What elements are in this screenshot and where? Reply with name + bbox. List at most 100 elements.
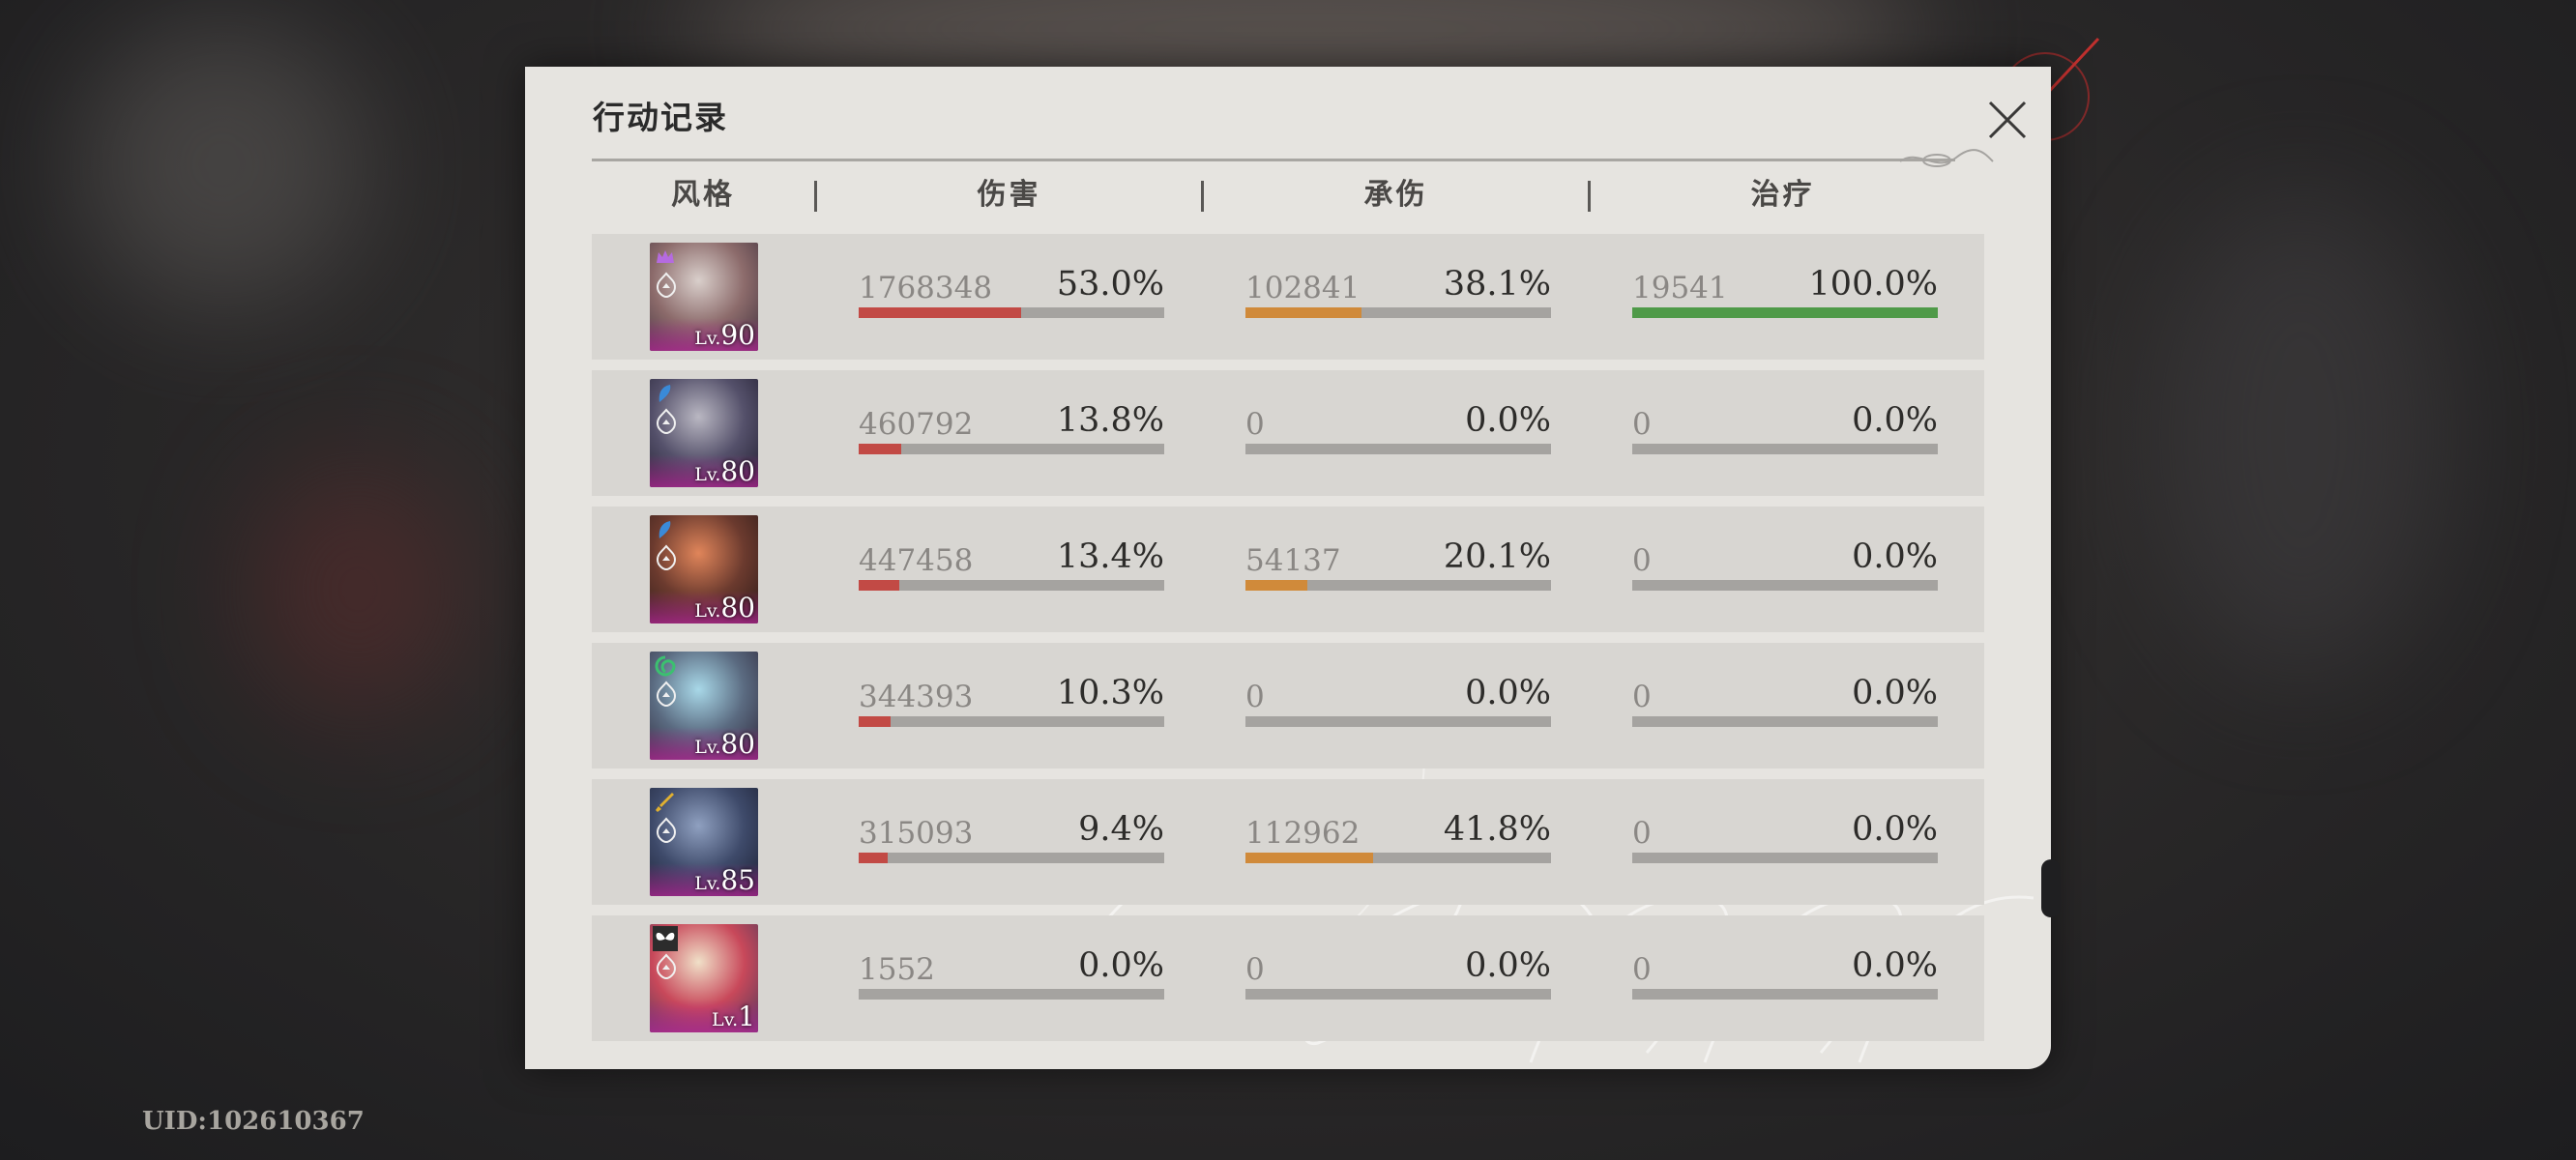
crest-icon (654, 953, 679, 980)
damage-percent: 13.8% (1056, 401, 1164, 440)
level-label: Lv.90 (694, 319, 755, 351)
portrait-gradient (650, 1000, 758, 1032)
damage-value: 1552 (859, 952, 935, 987)
header-healing: 治疗 (1750, 178, 1815, 212)
level-prefix: Lv. (694, 600, 721, 622)
damage-taken-bar-fill (1245, 307, 1362, 318)
character-portrait[interactable]: Lv.90 (650, 243, 758, 351)
level-label: Lv.1 (712, 1000, 755, 1032)
damage-taken-bar-track (1245, 853, 1551, 863)
flourish-ornament (1899, 149, 1994, 167)
damage-taken-value: 0 (1245, 952, 1265, 987)
character-portrait[interactable]: Lv.80 (650, 652, 758, 760)
background-blur (251, 464, 464, 715)
butterfly-icon (653, 926, 678, 951)
header-damage: 伤害 (977, 178, 1041, 212)
healing-stat: 19541 100.0% (1632, 234, 1938, 360)
damage-percent: 9.4% (1078, 810, 1164, 849)
sword-icon (653, 790, 678, 815)
healing-stat: 0 0.0% (1632, 643, 1938, 768)
damage-taken-value: 112962 (1245, 816, 1361, 851)
damage-stat: 1768348 53.0% (859, 234, 1164, 360)
damage-taken-bar-fill (1245, 580, 1307, 591)
user-id: UID:102610367 (142, 1107, 365, 1136)
damage-taken-value: 102841 (1245, 271, 1361, 305)
damage-taken-percent: 0.0% (1465, 946, 1551, 985)
damage-taken-stat: 0 0.0% (1245, 915, 1551, 1041)
damage-value: 460792 (859, 407, 974, 442)
header-separator (1201, 181, 1204, 212)
damage-taken-bar-track (1245, 580, 1551, 591)
damage-taken-percent: 0.0% (1465, 401, 1551, 440)
damage-bar-track (859, 580, 1164, 591)
healing-value: 0 (1632, 680, 1652, 714)
character-portrait[interactable]: Lv.80 (650, 379, 758, 487)
healing-value: 0 (1632, 543, 1652, 578)
level-label: Lv.85 (694, 864, 755, 896)
damage-stat: 1552 0.0% (859, 915, 1164, 1041)
table-row: Lv.80 460792 13.8% 0 0.0% 0 0.0% (592, 370, 1984, 496)
portrait-gradient (650, 318, 758, 351)
healing-percent: 0.0% (1852, 537, 1938, 576)
damage-taken-percent: 41.8% (1443, 810, 1551, 849)
table-header: 风格 伤害 承伤 治疗 (592, 171, 1984, 219)
damage-percent: 10.3% (1056, 674, 1164, 712)
table-row: Lv.80 344393 10.3% 0 0.0% 0 0.0% (592, 643, 1984, 768)
level-prefix: Lv. (694, 328, 721, 349)
healing-value: 0 (1632, 407, 1652, 442)
damage-value: 344393 (859, 680, 974, 714)
healing-bar-track (1632, 853, 1938, 863)
close-button[interactable] (1978, 91, 2036, 149)
healing-percent: 0.0% (1852, 946, 1938, 985)
level-value: 80 (720, 592, 755, 624)
level-label: Lv.80 (694, 728, 755, 760)
damage-percent: 53.0% (1056, 265, 1164, 304)
level-value: 85 (720, 864, 755, 896)
damage-taken-stat: 102841 38.1% (1245, 234, 1551, 360)
header-separator (1588, 181, 1591, 212)
damage-bar-track (859, 716, 1164, 727)
damage-bar-fill (859, 853, 888, 863)
healing-value: 0 (1632, 816, 1652, 851)
damage-bar-fill (859, 444, 901, 454)
damage-taken-bar-fill (1245, 853, 1374, 863)
feather-icon (653, 517, 678, 542)
damage-stat: 460792 13.8% (859, 370, 1164, 496)
healing-bar-fill (1632, 307, 1938, 318)
damage-taken-bar-track (1245, 444, 1551, 454)
action-record-panel: 行动记录 风格 伤害 承伤 治疗 Lv.90 1768348 53.0% (525, 67, 2061, 1069)
healing-value: 19541 (1632, 271, 1728, 305)
crest-icon (654, 272, 679, 299)
level-value: 90 (720, 319, 755, 351)
swirl-icon (653, 653, 678, 679)
header-style: 风格 (671, 178, 735, 212)
damage-bar-fill (859, 307, 1021, 318)
damage-value: 1768348 (859, 271, 993, 305)
level-value: 80 (720, 728, 755, 760)
damage-taken-bar-track (1245, 307, 1551, 318)
healing-bar-track (1632, 989, 1938, 1000)
damage-taken-percent: 0.0% (1465, 674, 1551, 712)
damage-taken-percent: 38.1% (1443, 265, 1551, 304)
level-value: 1 (738, 1000, 755, 1032)
healing-stat: 0 0.0% (1632, 915, 1938, 1041)
damage-bar-track (859, 307, 1164, 318)
crown-icon (653, 245, 678, 270)
level-value: 80 (720, 455, 755, 487)
crest-icon (654, 681, 679, 708)
healing-bar-track (1632, 580, 1938, 591)
character-portrait[interactable]: Lv.1 (650, 924, 758, 1032)
damage-bar-track (859, 989, 1164, 1000)
damage-bar-fill (859, 716, 891, 727)
healing-bar-track (1632, 444, 1938, 454)
background-blur (2156, 193, 2446, 677)
healing-stat: 0 0.0% (1632, 507, 1938, 632)
character-portrait[interactable]: Lv.80 (650, 515, 758, 624)
crest-icon (654, 408, 679, 435)
portrait-gradient (650, 591, 758, 624)
damage-bar-fill (859, 580, 900, 591)
damage-stat: 315093 9.4% (859, 779, 1164, 905)
character-portrait[interactable]: Lv.85 (650, 788, 758, 896)
healing-percent: 100.0% (1808, 265, 1938, 304)
healing-stat: 0 0.0% (1632, 370, 1938, 496)
